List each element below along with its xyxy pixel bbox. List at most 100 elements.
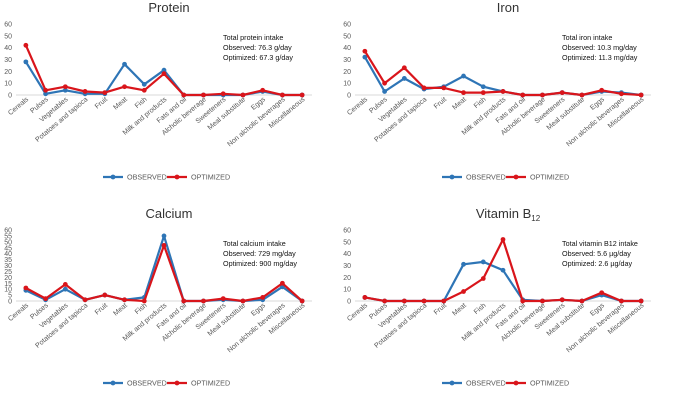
data-point-optimized [559, 90, 565, 96]
data-point-optimized [23, 42, 29, 48]
x-tick-label: Eggs [250, 96, 267, 112]
y-tick-label: 25 [4, 269, 12, 276]
info-text-line: Total iron intake [562, 33, 612, 42]
x-tick-label: Fruit [433, 302, 448, 316]
data-point-optimized [362, 295, 368, 300]
y-tick-label: 0 [347, 93, 351, 100]
data-point-optimized [220, 91, 226, 97]
legend-label: OPTIMIZED [530, 379, 569, 388]
data-point-optimized [82, 297, 88, 303]
y-tick-label: 10 [343, 287, 351, 294]
data-point-optimized [362, 48, 368, 54]
chart-title: Protein [148, 0, 189, 15]
legend-marker-optimized [513, 380, 519, 386]
legend-marker-optimized [513, 174, 519, 180]
data-point-optimized [540, 298, 545, 304]
data-point-optimized [619, 91, 624, 97]
data-point-optimized [122, 297, 127, 303]
data-point-optimized [102, 292, 108, 298]
y-tick-label: 40 [4, 251, 12, 258]
legend-marker-observed [449, 380, 455, 386]
x-tick-label: Meat [451, 96, 467, 111]
data-point-observed [480, 259, 486, 265]
x-tick-label: Fish [473, 96, 488, 110]
info-text-line: Observed: 5.6 µg/day [562, 249, 631, 258]
data-point-optimized [201, 92, 206, 98]
y-tick-label: 15 [4, 281, 12, 288]
data-point-optimized [82, 89, 88, 94]
y-tick-label: 55 [4, 233, 12, 240]
y-tick-label: 10 [4, 81, 12, 88]
legend-label: OBSERVED [127, 173, 167, 182]
data-point-observed [461, 261, 466, 267]
y-tick-label: 60 [343, 22, 351, 29]
data-point-optimized [461, 289, 466, 294]
info-text-line: Observed: 76.3 g/day [223, 43, 292, 52]
data-point-observed [401, 76, 407, 81]
x-tick-label: Fruit [94, 302, 109, 316]
data-point-optimized [23, 285, 29, 291]
data-point-optimized [201, 298, 206, 304]
info-text-line: Total calcium intake [223, 239, 286, 248]
data-point-optimized [520, 298, 526, 304]
data-point-observed [161, 233, 167, 239]
chart-title: Iron [497, 0, 519, 15]
y-tick-label: 60 [4, 228, 12, 235]
y-tick-label: 50 [4, 33, 12, 40]
legend-marker-observed [449, 174, 455, 180]
info-text-line: Observed: 729 mg/day [223, 249, 296, 258]
data-point-optimized [619, 298, 624, 304]
data-point-optimized [260, 295, 266, 300]
x-tick-label: Fruit [433, 96, 448, 110]
data-point-optimized [599, 290, 605, 296]
data-point-observed [23, 59, 29, 65]
data-point-observed [43, 91, 48, 97]
data-point-optimized [382, 298, 387, 304]
data-point-optimized [280, 92, 285, 98]
y-tick-label: 10 [4, 287, 12, 294]
info-text-line: Optimized: 11.3 mg/day [562, 53, 638, 62]
data-point-optimized [638, 92, 644, 98]
chart-title: Vitamin B12 [476, 206, 541, 223]
y-tick-label: 0 [347, 299, 351, 306]
data-point-observed [461, 73, 466, 79]
legend-marker-observed [110, 174, 116, 180]
data-point-optimized [638, 298, 644, 304]
data-point-optimized [421, 85, 427, 91]
chart-title-subscript: 12 [531, 214, 540, 223]
y-tick-label: 0 [8, 299, 12, 306]
data-point-optimized [62, 84, 68, 90]
data-point-observed [362, 54, 368, 60]
y-tick-label: 40 [343, 251, 351, 258]
data-point-optimized [260, 87, 266, 93]
y-tick-label: 20 [343, 275, 351, 282]
x-tick-label: Miscellaneous [268, 302, 307, 336]
info-text-line: Optimized: 2.6 µg/day [562, 259, 632, 268]
legend-marker-optimized [174, 380, 180, 386]
y-tick-label: 40 [4, 45, 12, 52]
data-point-optimized [62, 282, 68, 287]
y-tick-label: 30 [4, 263, 12, 270]
x-tick-label: Fish [134, 302, 149, 316]
data-point-optimized [161, 242, 167, 248]
x-tick-label: Fish [473, 302, 488, 316]
data-point-optimized [181, 298, 187, 304]
data-point-optimized [240, 92, 246, 98]
data-point-optimized [43, 87, 48, 93]
legend-label: OPTIMIZED [191, 379, 230, 388]
x-tick-label: Fish [134, 96, 149, 110]
info-text-line: Total vitamin B12 intake [562, 239, 638, 248]
data-point-optimized [220, 296, 226, 302]
x-tick-label: Miscellaneous [268, 96, 307, 130]
data-point-optimized [520, 92, 526, 98]
data-point-optimized [141, 87, 147, 93]
legend-marker-optimized [174, 174, 180, 180]
y-tick-label: 60 [343, 228, 351, 235]
data-point-optimized [299, 92, 305, 98]
legend-label: OBSERVED [466, 379, 506, 388]
data-point-optimized [299, 298, 305, 304]
info-text-line: Optimized: 900 mg/day [223, 259, 297, 268]
y-tick-label: 60 [4, 22, 12, 29]
data-point-optimized [461, 90, 466, 96]
